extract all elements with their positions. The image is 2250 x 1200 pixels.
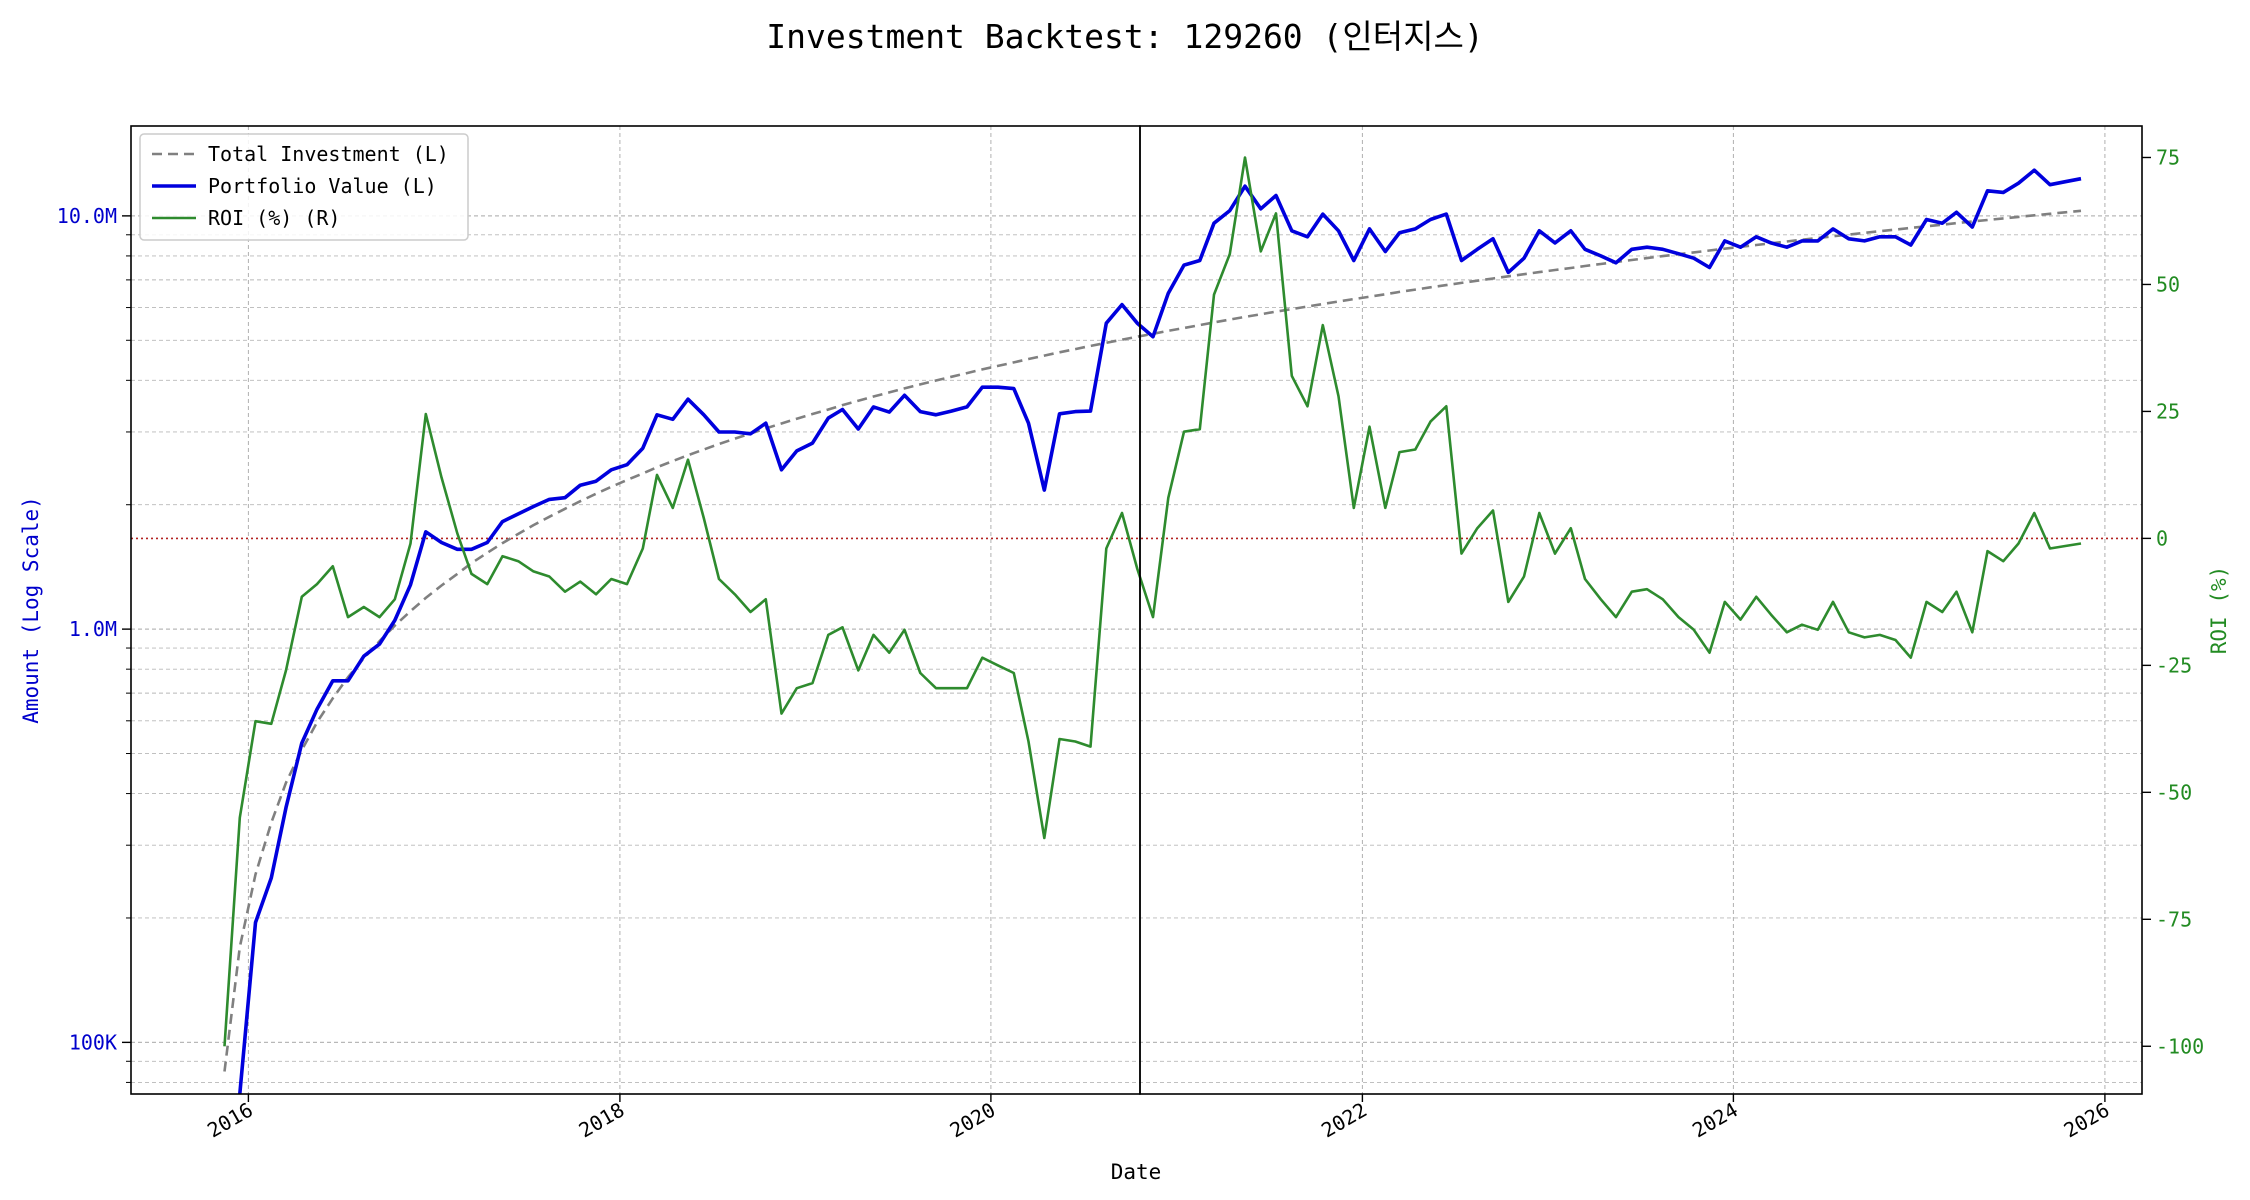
- y-axis-left-label: Amount (Log Scale): [19, 496, 43, 724]
- legend: Total Investment (L) Portfolio Value (L)…: [139, 133, 469, 241]
- y-right-tick-label: 75: [2156, 145, 2180, 169]
- x-tick-label: 2016: [203, 1098, 257, 1143]
- x-axis-ticks: 2016 2018 2020 2022 2024 2026: [203, 1094, 2113, 1142]
- x-axis-label: Date: [1111, 1160, 1162, 1184]
- legend-label-portfolio-value: Portfolio Value (L): [208, 174, 437, 198]
- y-right-ticks: -100 -75 -50 -25 0 25 50 75: [2142, 145, 2204, 1058]
- y-axis-right-label: ROI (%): [2207, 566, 2231, 655]
- legend-label-roi: ROI (%) (R): [208, 206, 340, 230]
- series-portfolio-value: [238, 168, 2082, 1095]
- y-left-tick-label: 10.0M: [57, 204, 117, 228]
- y-right-tick-label: 0: [2156, 526, 2168, 550]
- x-tick-label: 2024: [1688, 1098, 1742, 1143]
- y-right-tick-label: -75: [2156, 907, 2192, 931]
- y-left-ticks: 100K 1.0M 10.0M: [57, 204, 131, 1083]
- y-right-tick-label: 25: [2156, 399, 2180, 423]
- series-layer: [223, 156, 2082, 1095]
- x-tick-label: 2026: [2060, 1098, 2114, 1143]
- y-right-tick-label: -25: [2156, 653, 2192, 677]
- grid: [131, 126, 2142, 1094]
- plot-frame: [130, 125, 1141, 1095]
- y-right-tick-label: 50: [2156, 272, 2180, 296]
- x-tick-label: 2020: [946, 1098, 1000, 1143]
- x-tick-label: 2022: [1317, 1098, 1371, 1143]
- plot-frame-right: [1139, 125, 2143, 1095]
- series-roi: [223, 156, 2082, 1047]
- y-right-tick-label: -100: [2156, 1034, 2204, 1058]
- y-right-tick-label: -50: [2156, 780, 2192, 804]
- x-tick-label: 2018: [575, 1098, 629, 1143]
- chart-title: Investment Backtest: 129260 (인터지스): [766, 17, 1483, 56]
- y-left-tick-label: 100K: [69, 1030, 117, 1054]
- legend-label-total-investment: Total Investment (L): [208, 142, 449, 166]
- legend-box: [139, 133, 469, 241]
- y-left-tick-label: 1.0M: [69, 617, 117, 641]
